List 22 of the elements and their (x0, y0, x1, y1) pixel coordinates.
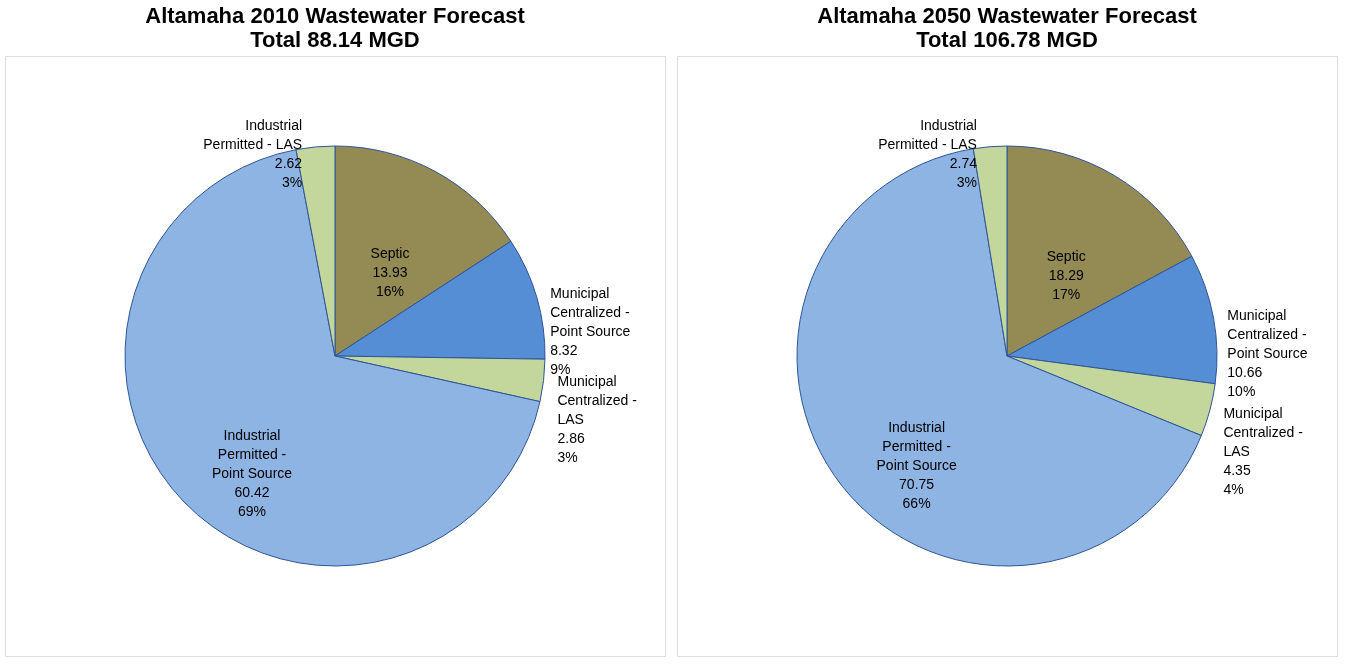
slice-label: Septic (370, 245, 410, 262)
data-label: 70.75 66% (899, 475, 935, 511)
data-label: 2.86 3% (557, 430, 585, 466)
slice-label: Municipal Centralized - Point Source (550, 284, 631, 339)
text: Total 88.14 MGD (250, 27, 420, 52)
slice-label: Septic (1046, 247, 1086, 264)
slice-label: Industrial Permitted - Point Source (876, 418, 957, 473)
data-label: 4.35 4% (1223, 461, 1251, 497)
data-label: 60.42 69% (234, 484, 270, 520)
data-label: 13.93 16% (372, 264, 408, 300)
text: Altamaha 2050 Wastewater Forecast (817, 3, 1197, 28)
data-label: 2.74 3% (949, 154, 978, 190)
slice-label: Industrial Permitted - LAS (878, 116, 977, 152)
data-label: 2.62 3% (274, 154, 303, 190)
text: Altamaha 2010 Wastewater Forecast (145, 3, 525, 28)
slice-label: Municipal Centralized - Point Source (1227, 306, 1308, 361)
text: Total 106.78 MGD (916, 27, 1098, 52)
slice-label: Industrial Permitted - LAS (203, 116, 303, 152)
data-label: 18.29 17% (1048, 266, 1084, 302)
data-label: 10.66 10% (1227, 363, 1263, 399)
slice-label: Municipal Centralized - LAS (1223, 404, 1304, 459)
slice-label: Industrial Permitted - Point Source (211, 427, 293, 482)
